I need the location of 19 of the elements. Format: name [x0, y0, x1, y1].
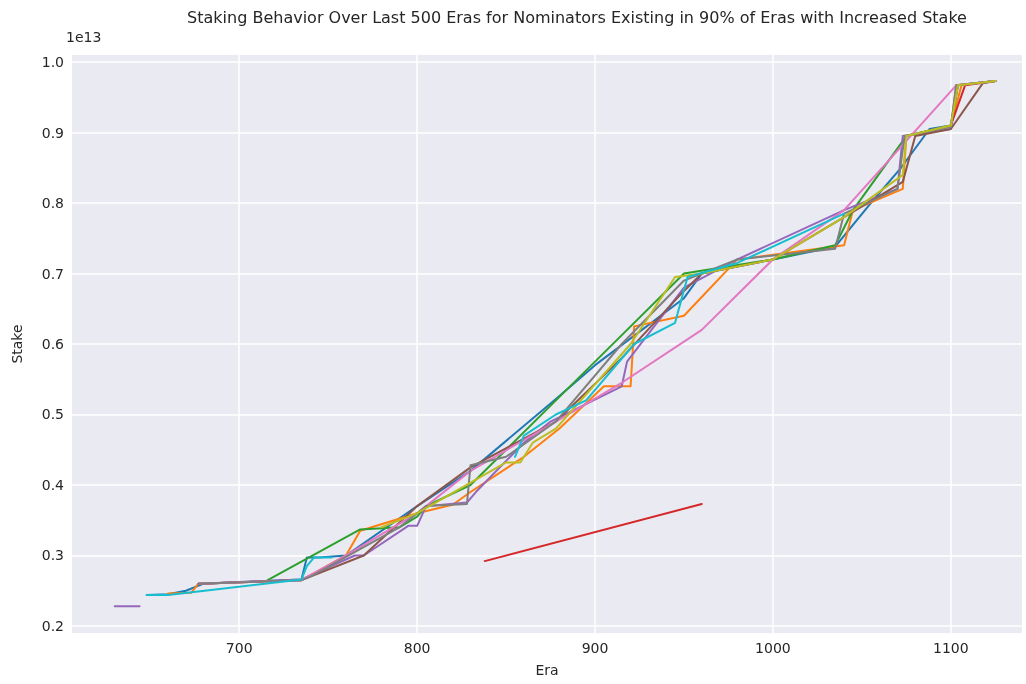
x-tick-label: 1000 — [755, 640, 791, 656]
y-tick-label: 0.4 — [41, 476, 65, 493]
x-tick-label: 900 — [581, 640, 609, 656]
y-tick-label: 1.0 — [41, 54, 64, 71]
y-axis-title: Stake — [9, 324, 25, 364]
line-series — [380, 80, 997, 529]
y-tick-label: 0.7 — [41, 265, 64, 282]
y-tick-label: 0.5 — [41, 406, 64, 423]
x-tick-label: 1100 — [933, 640, 969, 656]
x-axis-title: Era — [535, 662, 559, 678]
x-tick-label: 800 — [403, 640, 431, 656]
y-tick-label: 0.2 — [41, 617, 64, 634]
text: 1e13 — [66, 29, 102, 45]
y-tick-label: 0.3 — [41, 547, 64, 564]
chart-title: Staking Behavior Over Last 500 Eras for Nominators Existing in 90% of Eras with Increased Stake — [187, 7, 967, 27]
x-tick-label: 700 — [225, 640, 253, 656]
y-tick-label: 0.8 — [41, 195, 64, 212]
y-tick-label: 0.9 — [41, 124, 64, 141]
y-tick-label: 0.6 — [41, 336, 65, 352]
